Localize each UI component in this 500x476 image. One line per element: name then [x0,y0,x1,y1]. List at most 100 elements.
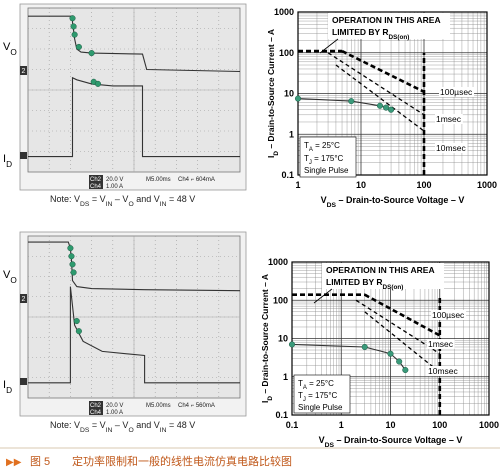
x-tick-label: 10 [356,180,366,190]
annotation-bg [435,143,468,153]
trace-label-part: V [3,269,11,281]
annotation-part: T [304,154,309,163]
y-axis-label: ID – Drain-to-Source Current – A [266,29,280,158]
scope-readout: 1.00 A [106,184,123,190]
scope-readout: Ch2 [90,177,102,183]
trace-label: ID [3,153,12,169]
scope-readout: Ch4 [90,184,102,190]
data-point [70,269,77,276]
y-tick-label: 1000 [274,7,294,17]
note-part: IN [106,427,113,434]
annotation: LIMITED BY RDS(on) [326,277,403,291]
annotation-part: LIMITED BY R [326,277,383,287]
y-tick-label: 10 [284,89,294,99]
note: Note: VDS = VIN – VO and VIN = 48 V [50,420,195,434]
annotation: TA = 25°C [304,141,340,153]
annotation-part: DS(on) [383,284,404,291]
y-tick-label: 100 [279,48,294,58]
x-axis-label: VDS – Drain-to-Source Voltage – V [319,435,463,449]
note-part: IN [160,201,167,208]
annotation-part: = 175°C [306,391,338,400]
note-part: and V [134,194,160,204]
annotation-bg [439,87,475,97]
caption-marker: ▶▶ [6,457,22,468]
annotation-part: = 25°C [307,379,334,388]
x-axis-label-part: – Drain-to-Source Voltage – V [334,435,462,445]
annotation-part: 10msec [428,366,459,376]
scope-readout: M5.00ms [146,177,171,183]
annotation-part: Single Pulse [304,166,349,175]
annotation: 1msec [428,339,454,349]
annotation-part: = 175°C [312,154,344,163]
annotation-part: T [298,379,303,388]
series-line [335,64,425,132]
callout [313,288,333,304]
data-point [294,95,302,102]
x-tick-label: 1 [339,420,344,430]
note-part: – V [112,420,128,430]
trace-label-part: I [3,379,6,391]
annotation-part: 10msec [436,143,467,153]
annotation-part: 100µsec [440,87,473,97]
y-tick-label: 0.1 [281,170,294,180]
annotation: OPERATION IN THIS AREA [326,265,435,275]
readout-box [89,175,103,182]
annotation: TJ = 175°C [298,391,338,403]
annotation-part: J [309,160,312,166]
annotation-part: OPERATION IN THIS AREA [332,15,441,25]
y-tick-label: 0.1 [275,410,288,420]
note-part: DS [80,201,90,208]
note-part: = 48 V [166,194,195,204]
trace-label-part: V [3,41,11,53]
note-part: Note: V [50,194,80,204]
series-line [364,311,441,373]
scope-readout: 20.0 V [106,403,123,409]
data-point [70,23,77,30]
annotation: TJ = 175°C [304,154,344,166]
data-point [73,318,80,325]
data-point [94,80,102,87]
y-axis-label-part: D [267,396,274,401]
y-axis-label-part: D [273,151,280,156]
series-line [28,241,241,292]
data-point [402,366,409,374]
x-axis-label-part: V [319,435,325,445]
y-axis-label-part: I [266,156,276,158]
x-tick-label: 1000 [477,180,497,190]
data-point [67,245,74,252]
channel-marker-box [20,66,27,75]
trace-label-part: O [10,276,17,285]
note-part: – V [112,194,128,204]
annotation-part: A [303,385,307,391]
annotation-part: T [298,391,303,400]
annotation-part: = 25°C [313,141,340,150]
annotation: 1msec [436,114,462,124]
conditions-box [293,374,351,414]
annotation: 10msec [428,366,459,376]
plot-frame [291,261,490,416]
x-axis-label-part: DS [325,442,335,449]
data-point [396,358,403,365]
annotation-part: 100µsec [432,310,465,320]
trace-label: ID [3,379,12,395]
readout-box [89,182,103,189]
trace-label-part: O [10,48,17,57]
data-point [75,43,82,51]
plot-frame [297,11,488,176]
scope-readout: Ch4 ⌐ 604mA [178,177,215,183]
note: Note: VDS = VIN – VO and VIN = 48 V [50,194,195,208]
annotation: TA = 25°C [298,379,334,391]
note-part: O [128,201,133,208]
channel-marker: 2 [22,68,26,75]
channel-marker-box [20,294,27,303]
x-axis-label-part: V [321,195,327,205]
channel-marker: 2 [22,296,26,303]
series-line [341,49,425,93]
y-axis-label-part: – Drain-to-Source Current – A [266,29,276,151]
annotation-part: T [304,141,309,150]
series-line [28,286,240,384]
caption-label: 图 5 [30,455,50,468]
series-line [355,299,441,355]
data-point [361,343,368,351]
data-point [88,50,95,57]
